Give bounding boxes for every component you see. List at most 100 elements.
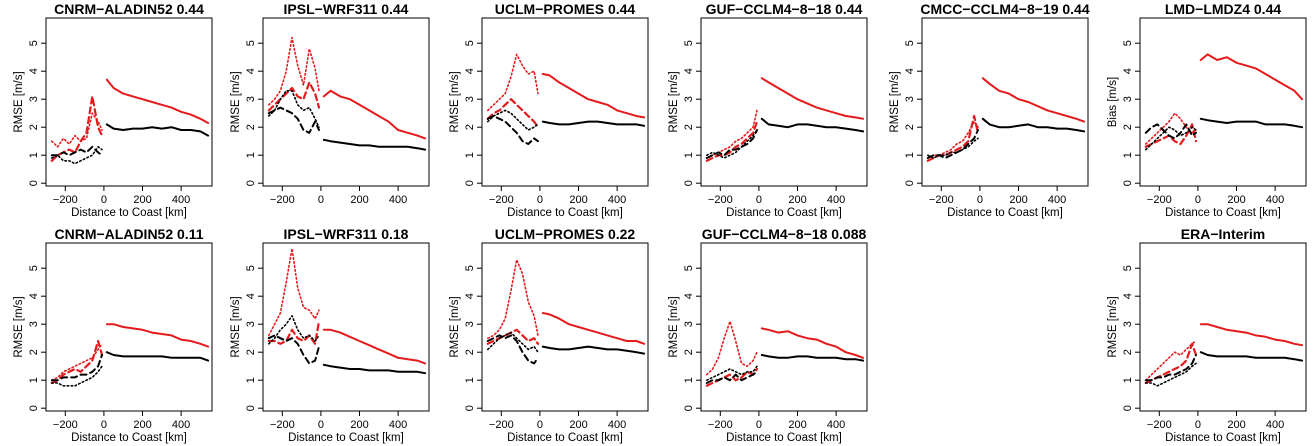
- x-tick-label: 200: [788, 194, 806, 206]
- series-line-red-dotted: [705, 109, 758, 159]
- series-line-black-dashed: [50, 354, 103, 382]
- y-tick-label: 4: [683, 68, 695, 74]
- panel-5: CMCC−CCLM4−8−19 0.44 0 1 2 3 4 5 RMSE [m/s] −200…: [889, 1, 1090, 219]
- series-line-red-solid: [105, 323, 210, 348]
- y-tick-label: 4: [245, 68, 257, 74]
- y-tick-label: 0: [28, 180, 40, 186]
- series-line-black-dashed: [926, 129, 979, 159]
- y-tick-label: 2: [28, 349, 40, 355]
- y-tick-label: 5: [464, 265, 476, 271]
- y-tick-label: 4: [464, 68, 476, 74]
- x-axis-label: Distance to Coast [km]: [507, 207, 623, 219]
- x-tick-label: 200: [1227, 419, 1245, 431]
- series-line-red-dashed: [267, 81, 321, 112]
- y-axis-label: RMSE [m/s]: [13, 296, 25, 357]
- x-tick-label: 0: [537, 194, 543, 206]
- x-tick-label: 0: [1195, 419, 1201, 431]
- panel-10: GUF−CCLM4−8−18 0.088 0 1 2 3 4 5 RMSE [m/s] −200…: [668, 226, 868, 444]
- y-tick-label: 3: [28, 96, 40, 102]
- series-line-black-dashed: [486, 115, 539, 145]
- plot-frame: [1139, 17, 1307, 187]
- y-tick-label: 4: [28, 293, 40, 299]
- series-line-black-solid: [105, 351, 210, 362]
- x-tick-label: 0: [537, 419, 543, 431]
- series-line-red-dotted: [486, 258, 539, 340]
- series-line-red-dashed: [926, 114, 980, 162]
- series-line-red-solid: [760, 77, 865, 120]
- panel-8: IPSL−WRF311 0.18 0 1 2 3 4 5 RMSE [m/s] −200 0 200…: [230, 226, 430, 444]
- y-tick-label: 2: [683, 349, 695, 355]
- series-line-red-dotted: [705, 320, 758, 376]
- x-axis-label: Distance to Coast [km]: [1165, 207, 1281, 219]
- panel-title: GUF−CCLM4−8−18 0.088: [702, 226, 867, 242]
- series-line-black-solid: [322, 138, 427, 151]
- series-line-red-dashed: [486, 98, 540, 129]
- series-line-black-dotted: [926, 137, 979, 159]
- x-tick-label: 400: [1266, 194, 1284, 206]
- y-tick-label: 1: [28, 377, 40, 383]
- series-line-black-dotted: [486, 331, 539, 354]
- panel-1: CNRM−ALADIN52 0.44 0 1 2 3 4 5 RMSE [m/s] −200 0 2…: [13, 1, 213, 219]
- series-line-red-solid: [541, 73, 646, 119]
- series-line-red-solid: [322, 89, 427, 140]
- y-axis-label: RMSE [m/s]: [449, 296, 461, 357]
- y-axis-label: RMSE [m/s]: [668, 296, 680, 357]
- plot-frame: [1139, 242, 1307, 412]
- x-axis-label: Distance to Coast [km]: [507, 432, 623, 444]
- series-line-black-dashed: [486, 334, 539, 365]
- series-line-black-solid: [1199, 351, 1304, 362]
- x-tick-label: −200: [270, 194, 295, 206]
- series-line-red-dashed: [267, 320, 321, 345]
- x-tick-label: −200: [1147, 419, 1172, 431]
- series-line-black-dashed: [1144, 123, 1197, 140]
- y-axis-label: RMSE [m/s]: [13, 71, 25, 132]
- y-tick-label: 5: [245, 40, 257, 46]
- y-axis-label: RMSE [m/s]: [1107, 296, 1119, 357]
- y-tick-label: 1: [683, 152, 695, 158]
- y-tick-label: 4: [904, 68, 916, 74]
- series-line-red-solid: [322, 328, 427, 365]
- series-line-red-dotted: [486, 53, 539, 112]
- y-tick-label: 5: [28, 265, 40, 271]
- y-tick-label: 1: [28, 152, 40, 158]
- y-tick-label: 5: [28, 40, 40, 46]
- x-tick-label: 400: [608, 194, 626, 206]
- y-tick-label: 2: [904, 124, 916, 130]
- series-line-red-dotted: [1145, 340, 1197, 382]
- series-line-red-dashed: [50, 339, 104, 385]
- y-tick-label: 4: [464, 293, 476, 299]
- x-tick-label: 0: [977, 194, 983, 206]
- x-tick-label: 400: [608, 419, 626, 431]
- y-axis-label: RMSE [m/s]: [889, 71, 901, 132]
- series-line-red-solid: [1199, 53, 1304, 101]
- x-tick-label: −200: [708, 419, 733, 431]
- panel-title: GUF−CCLM4−8−18 0.44: [706, 1, 863, 17]
- series-line-red-dotted: [50, 342, 103, 382]
- y-tick-label: 2: [464, 124, 476, 130]
- y-tick-label: 2: [464, 349, 476, 355]
- plot-frame: [262, 242, 430, 412]
- series-line-black-dashed: [267, 334, 320, 365]
- x-tick-label: 200: [569, 419, 587, 431]
- y-tick-label: 1: [683, 377, 695, 383]
- panel-title: UCLM−PROMES 0.22: [495, 226, 636, 242]
- series-line-black-dotted: [50, 365, 103, 387]
- series-line-red-dashed: [50, 95, 104, 162]
- plot-frame: [700, 242, 868, 412]
- y-tick-label: 0: [683, 180, 695, 186]
- series-line-black-solid: [541, 345, 646, 355]
- x-tick-label: −200: [1147, 194, 1172, 206]
- series-line-black-dashed: [705, 129, 758, 159]
- y-axis-label: RMSE [m/s]: [230, 296, 242, 357]
- panel-4: GUF−CCLM4−8−18 0.44 0 1 2 3 4 5 RMSE [m/s] −200 0…: [668, 1, 868, 219]
- series-line-red-solid: [1199, 323, 1304, 347]
- y-tick-label: 1: [904, 152, 916, 158]
- x-tick-label: 0: [756, 419, 762, 431]
- panel-title: LMD−LMDZ4 0.44: [1165, 1, 1282, 17]
- panel-9: UCLM−PROMES 0.22 0 1 2 3 4 5 RMSE [m/s] −200 0 200…: [449, 226, 649, 444]
- x-tick-label: 200: [133, 194, 151, 206]
- y-tick-label: 0: [904, 180, 916, 186]
- y-tick-label: 0: [1122, 180, 1134, 186]
- y-tick-label: 3: [464, 96, 476, 102]
- series-line-red-dashed: [486, 328, 540, 345]
